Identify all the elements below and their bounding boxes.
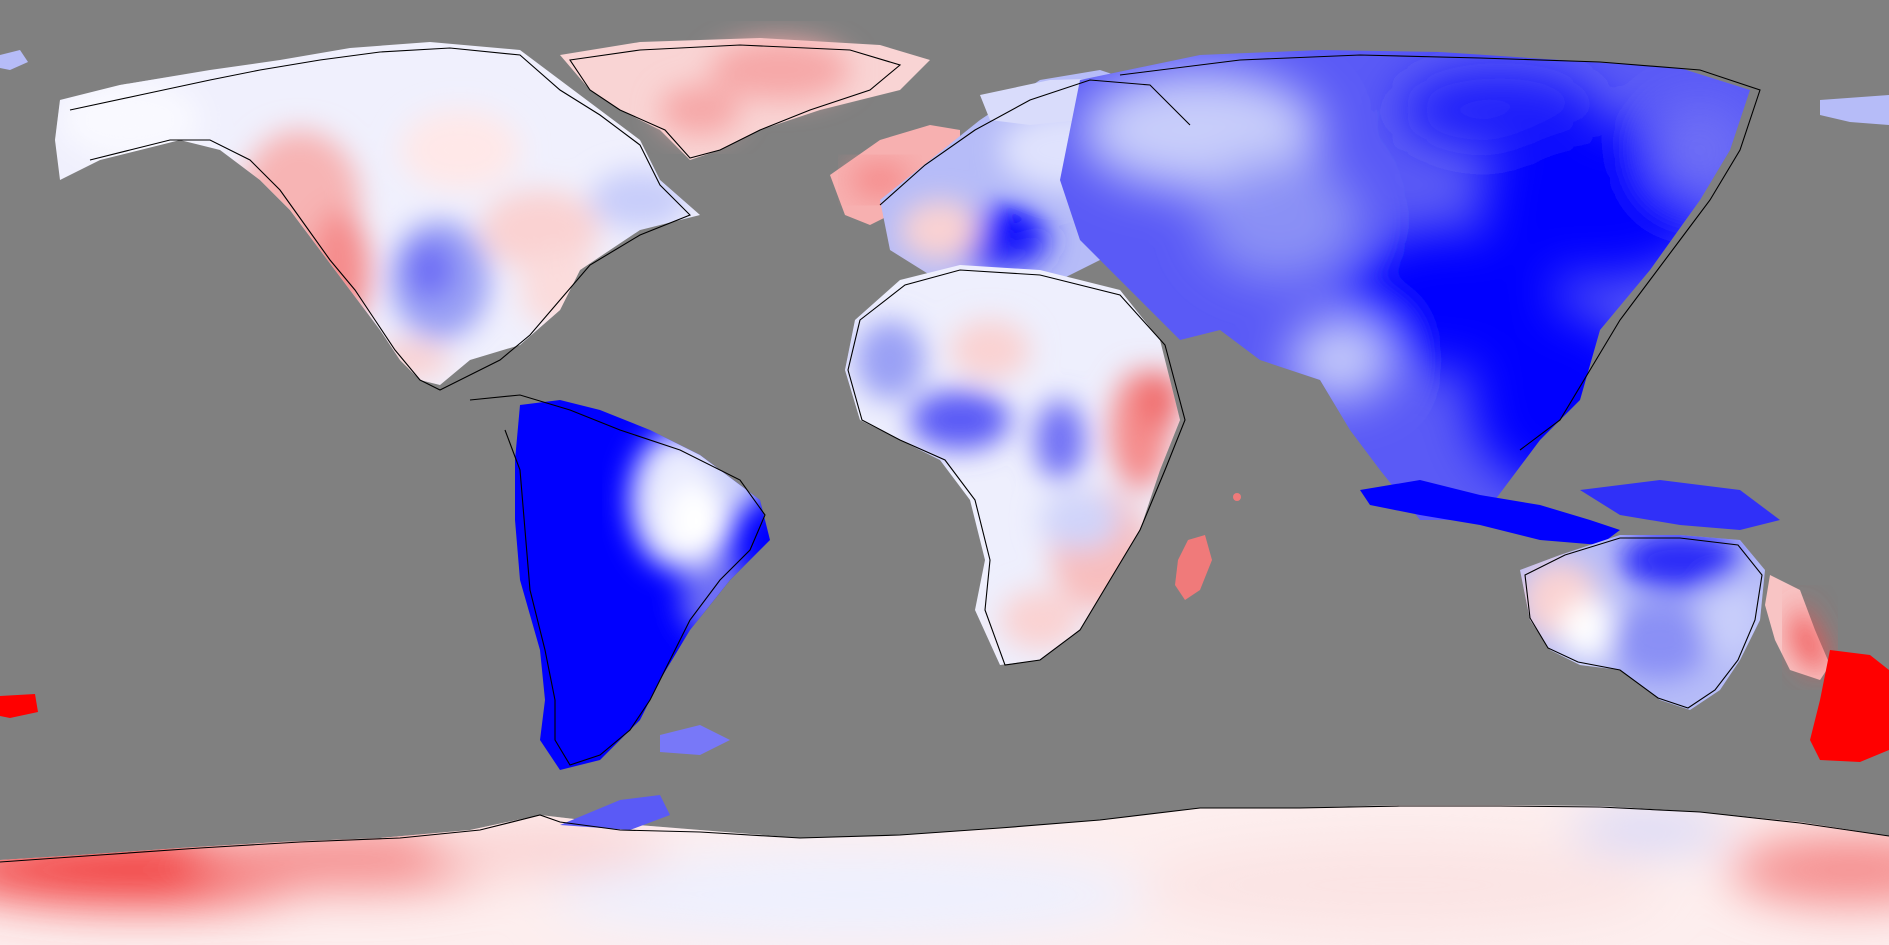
south-america-tail	[660, 725, 730, 755]
antarctica-region	[0, 805, 1889, 945]
new-zealand-region	[1765, 575, 1889, 762]
east-siberia-patch	[1820, 95, 1889, 125]
west-edge-red-patch	[0, 694, 38, 718]
madagascar-region	[1175, 535, 1212, 600]
asia-region	[1060, 50, 1750, 520]
coastlines	[0, 44, 1889, 863]
indonesia-region	[1360, 480, 1620, 545]
new-guinea-region	[1580, 480, 1780, 530]
reunion-dot	[1233, 493, 1241, 501]
antarctic-peninsula	[560, 795, 670, 830]
greenland-region	[560, 38, 930, 160]
west-edge-patch	[0, 50, 28, 70]
